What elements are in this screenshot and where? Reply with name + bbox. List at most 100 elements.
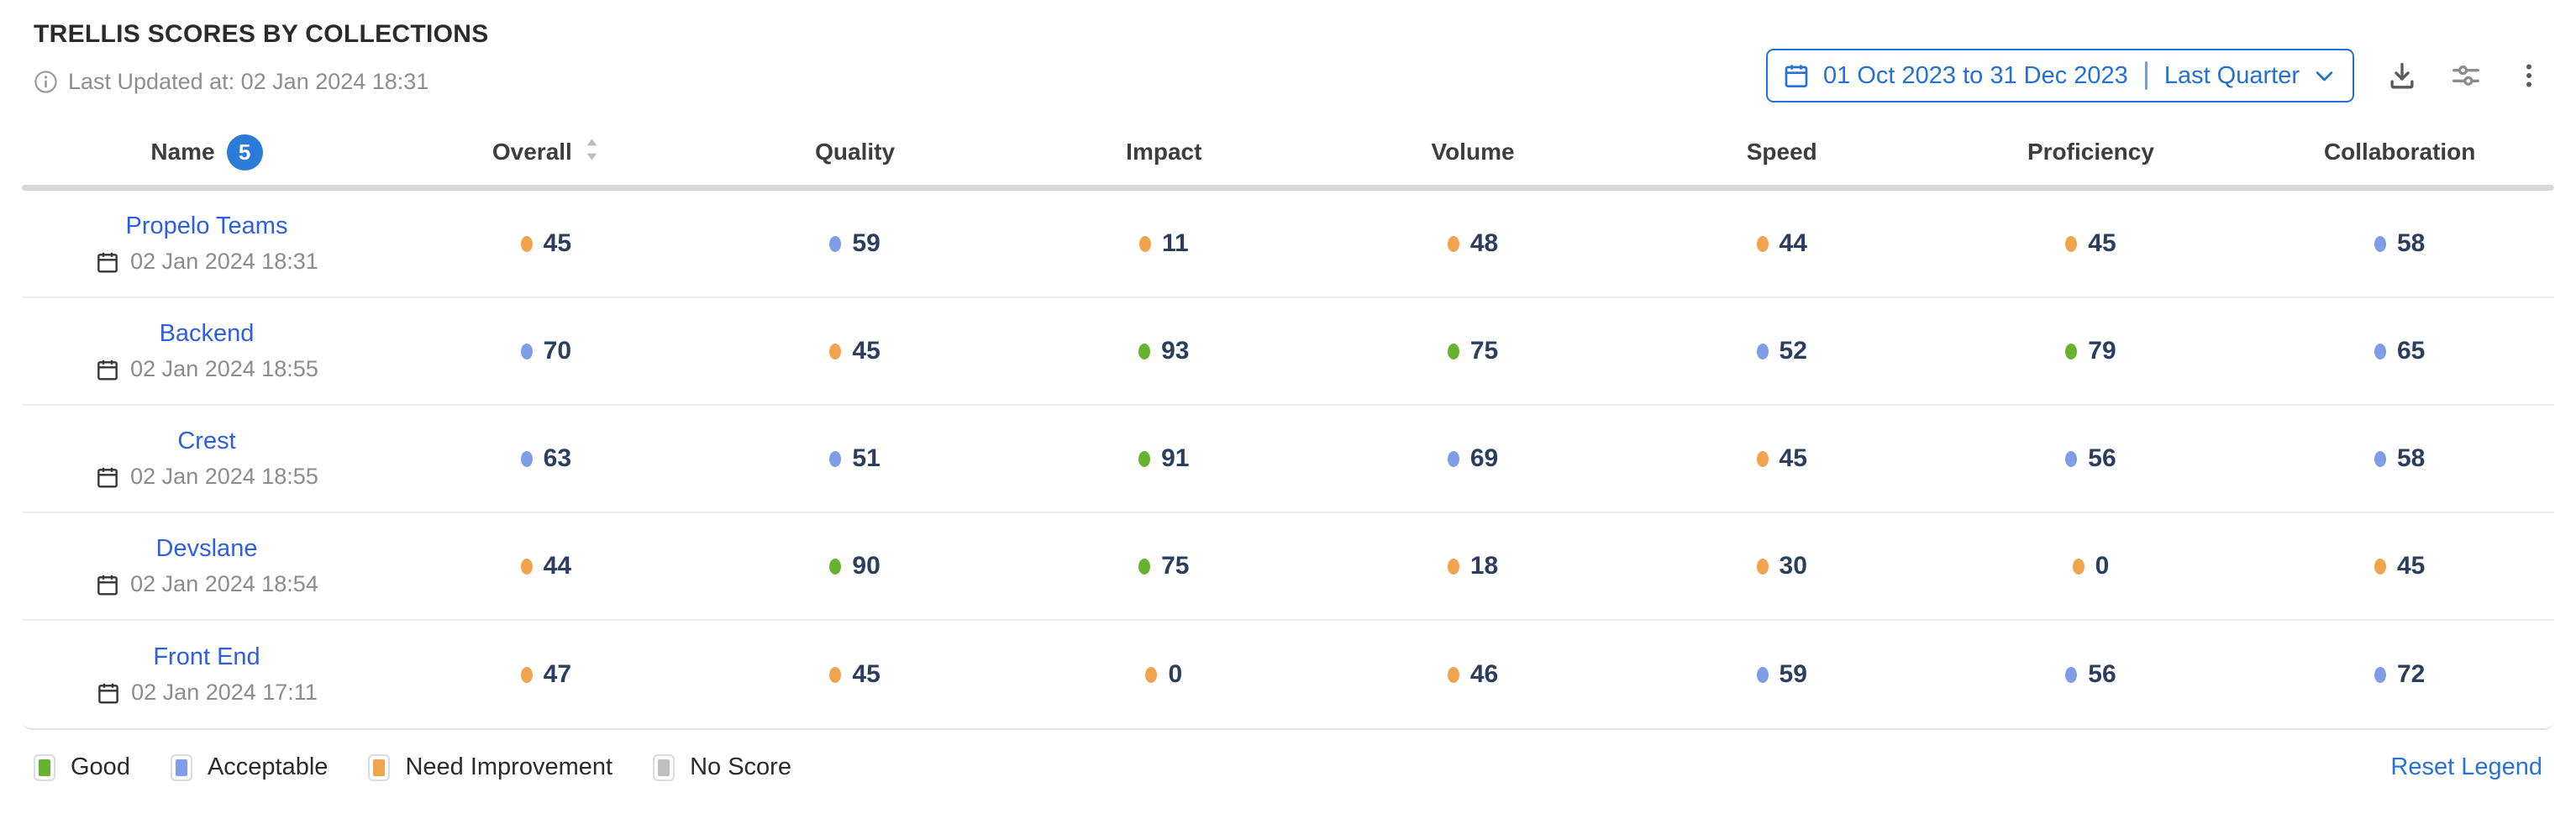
score-cell-collaboration: 65 [2245,337,2554,365]
column-header-speed: Speed [1746,139,1817,165]
score-cell-speed: 45 [1627,444,1937,473]
score-cell-speed: 59 [1627,660,1937,689]
score-cell-quality: 45 [701,337,1010,365]
score-cell-quality: 45 [701,660,1010,689]
column-label: Overall [492,139,572,165]
row-date-text: 02 Jan 2024 18:54 [130,571,318,596]
collection-link[interactable]: Crest [177,428,236,454]
score-cell-volume: 46 [1318,660,1627,689]
score-cell-quality: 51 [701,444,1010,473]
legend-label: Good [71,753,130,780]
collection-link[interactable]: Devslane [155,535,258,562]
trellis-scores-widget: TRELLIS SCORES BY COLLECTIONS Last Updat… [22,0,2554,781]
score-value: 56 [2088,444,2116,472]
collection-link[interactable]: Backend [159,320,255,347]
table-row: Front End 02 Jan 2024 17:11 47 45 0 46 5… [22,621,2554,728]
legend-swatch-fill [39,759,50,776]
score-dot [2065,666,2078,683]
score-value: 75 [1161,552,1190,580]
info-icon[interactable] [34,70,58,94]
legend-swatch-fill [175,759,187,776]
legend-swatch [653,753,676,781]
column-header-proficiency: Proficiency [2027,139,2154,165]
score-dot [2065,343,2078,360]
score-dot [520,343,533,360]
score-dot [2065,450,2078,467]
score-value: 58 [2396,444,2426,472]
score-cell-quality: 90 [701,552,1010,580]
page-title: TRELLIS SCORES BY COLLECTIONS [34,20,489,48]
score-dot [829,450,842,467]
score-value: 0 [1168,660,1183,688]
score-cell-overall: 44 [392,552,701,580]
legend-item-no-score[interactable]: No Score [653,753,791,781]
score-value: 59 [852,229,881,257]
score-dot [1447,558,1459,575]
score-cell-volume: 69 [1318,444,1627,473]
table-row: Backend 02 Jan 2024 18:55 70 45 93 75 52… [22,298,2554,406]
table-row: Crest 02 Jan 2024 18:55 63 51 91 69 45 5… [22,406,2554,513]
score-cell-speed: 44 [1627,229,1937,258]
legend-item-good[interactable]: Good [34,753,130,781]
score-value: 45 [2088,229,2116,257]
column-label: Name [150,139,215,165]
row-date: 02 Jan 2024 18:55 [95,356,318,382]
header-divider [22,185,2554,191]
score-cell-impact: 91 [1009,444,1318,473]
column-header-name: Name 5 [22,134,392,171]
score-cell-overall: 45 [392,229,701,258]
legend-label: Acceptable [207,753,329,780]
score-value: 90 [852,552,881,580]
kebab-menu-icon[interactable] [2514,60,2544,91]
score-value: 46 [1469,660,1499,688]
collection-link[interactable]: Front End [153,643,260,670]
legend-item-need-improvement[interactable]: Need Improvement [368,753,612,781]
score-value: 75 [1469,337,1499,365]
row-date-text: 02 Jan 2024 18:31 [130,249,318,274]
date-separator [2144,61,2148,90]
collection-link[interactable]: Propelo Teams [125,213,288,239]
score-dot [829,235,842,252]
sliders-icon[interactable] [2450,60,2482,92]
score-dot [2072,558,2084,575]
score-cell-overall: 47 [392,660,701,689]
calendar-icon [95,572,120,597]
score-dot [1138,235,1151,252]
last-updated-text: Last Updated at: 02 Jan 2024 18:31 [68,69,429,94]
calendar-icon [95,357,120,382]
score-dot [1756,666,1769,683]
row-date: 02 Jan 2024 18:55 [95,464,318,490]
column-header-collaboration: Collaboration [2323,139,2476,165]
name-cell: Backend 02 Jan 2024 18:55 [22,320,392,382]
column-header-quality: Quality [815,139,896,165]
widget-header: TRELLIS SCORES BY COLLECTIONS Last Updat… [22,0,2554,102]
legend: Good Acceptable Need Improvement No Scor… [22,730,2554,781]
reset-legend-link[interactable]: Reset Legend [2390,753,2542,780]
score-value: 69 [1469,444,1499,472]
score-dot [2374,666,2386,683]
column-header-impact: Impact [1126,139,1202,165]
score-dot [829,558,842,575]
score-value: 72 [2396,660,2426,688]
score-value: 30 [1779,552,1807,580]
legend-swatch-fill [658,759,670,776]
score-cell-collaboration: 45 [2245,552,2554,580]
score-value: 91 [1161,444,1190,472]
legend-swatch [170,753,192,781]
score-dot [1138,343,1151,360]
score-value: 59 [1779,660,1807,688]
score-cell-impact: 0 [1009,660,1318,689]
score-dot [1447,450,1459,467]
legend-item-acceptable[interactable]: Acceptable [170,753,329,781]
score-dot [2374,558,2386,575]
date-range-picker[interactable]: 01 Oct 2023 to 31 Dec 2023 Last Quarter [1766,49,2354,102]
score-dot [1447,343,1459,360]
chevron-down-icon [2313,65,2336,87]
download-icon[interactable] [2386,60,2418,92]
legend-label: Need Improvement [405,753,613,780]
score-cell-collaboration: 58 [2245,444,2554,473]
column-header-overall[interactable]: Overall [392,136,701,169]
legend-swatch [368,753,391,781]
title-block: TRELLIS SCORES BY COLLECTIONS Last Updat… [34,20,489,95]
score-value: 44 [1779,229,1807,257]
